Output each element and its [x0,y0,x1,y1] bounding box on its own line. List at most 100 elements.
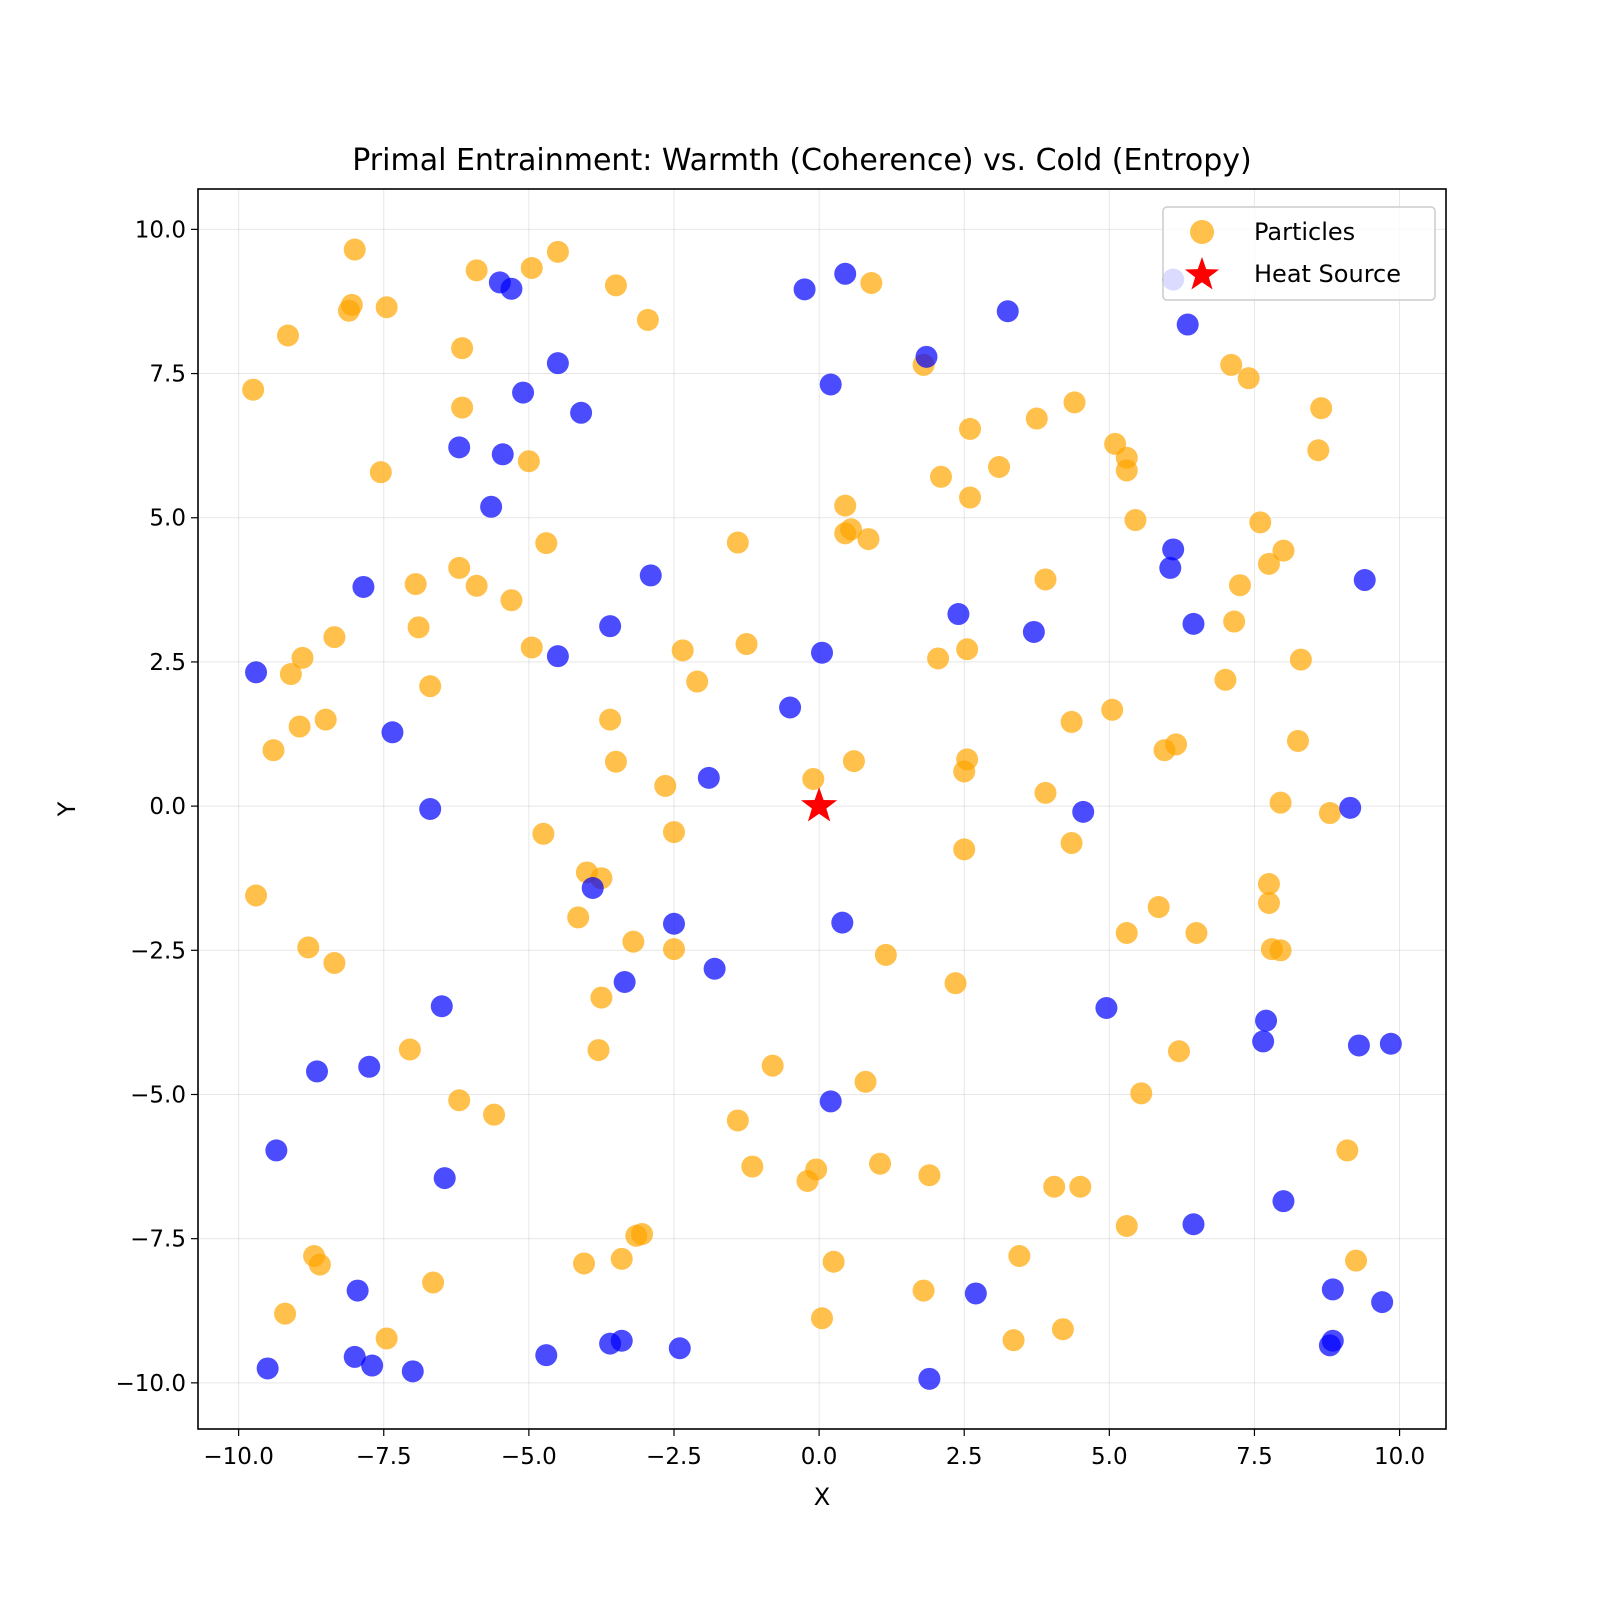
particle-point [604,274,627,297]
axes-frame [197,188,1447,1430]
cold-particle-point [1371,1291,1394,1314]
cold-particle-point [381,721,404,744]
particle-point [1257,552,1280,575]
cold-particle-point [1252,1030,1275,1053]
particle-point [1043,1175,1066,1198]
particle-point [1025,407,1048,430]
particle-point [1008,1244,1031,1267]
cold-particle-point [491,443,514,466]
cold-particle-point [448,436,471,459]
particle-point [1002,1329,1025,1352]
particle-point [369,461,392,484]
cold-particle-point [834,262,857,285]
particle-point [422,1271,445,1294]
particle-point [288,715,311,738]
cold-particle-point [245,661,268,684]
cold-particle-point [613,971,636,994]
cold-particle-point [1162,538,1185,561]
particle-point [1310,397,1333,420]
particle-point [1345,1249,1368,1272]
y-tick-label: −7.5 [130,1227,186,1253]
particle-point [567,906,590,929]
particle-point [483,1103,506,1126]
particle-point [604,750,627,773]
particle-point [1069,1175,1092,1198]
cold-particle-point [639,564,662,587]
particle-point [636,308,659,331]
particle-point [1220,353,1243,376]
particle-point [741,1155,764,1178]
particle-point [726,531,749,554]
particle-point [343,238,366,261]
particle-point [404,573,427,596]
particle-point [1214,668,1237,691]
particle-point [274,1302,297,1325]
particle-point [451,337,474,360]
particle-point [761,1054,784,1077]
x-tick-label: −7.5 [356,1444,412,1470]
legend-heat-source-label: Heat Source [1254,260,1401,288]
cold-particle-point [1347,1034,1370,1057]
particle-point [1336,1139,1359,1162]
particle-point [686,670,709,693]
particle-point [535,532,558,555]
particle-point [802,768,825,791]
cold-particle-point [1182,1213,1205,1236]
particle-point [1185,922,1208,944]
y-axis-label: Y [53,801,81,817]
cold-particle-point [500,277,523,300]
cold-particle-point [1255,1009,1278,1032]
particle-point [811,1307,833,1330]
particle-point [520,257,543,280]
particle-point [262,739,285,762]
cold-particle-point [1339,796,1362,819]
particle-point [822,1250,845,1273]
cold-particle-point [265,1139,288,1162]
particle-point [323,626,346,649]
particle-point [1165,733,1188,756]
particle-point [944,972,967,995]
particle-point [1147,896,1170,919]
particle-point [1289,648,1312,671]
particle-point [1115,459,1138,482]
particle-point [1272,539,1295,562]
particle-point [1063,391,1086,414]
particle-point [407,616,430,639]
cold-particle-point [1379,1032,1402,1055]
particle-point [1060,710,1083,733]
cold-particle-point [819,373,842,396]
particle-point [842,750,865,773]
particle-point [631,1223,654,1246]
x-tick-label: 5.0 [1091,1444,1128,1470]
particle-point [1318,802,1341,825]
particle-point [1115,1214,1138,1237]
particle-point [1237,367,1260,390]
particle-point [276,324,299,347]
cold-particle-point [1159,556,1182,579]
particle-point [1124,509,1147,532]
particle-point [1269,939,1292,962]
cold-particle-point [811,641,833,664]
cold-particle-point [535,1344,558,1367]
particle-point [1130,1082,1153,1105]
particle-point [953,838,976,861]
particle-point [953,760,976,783]
particle-point [1034,568,1057,591]
cold-particle-point [668,1337,691,1360]
chart-title: Primal Entrainment: Warmth (Coherence) v… [352,143,1252,178]
particle-point [448,556,471,579]
particle-point [1269,791,1292,814]
particle-point [834,494,857,517]
particle-point [465,259,488,282]
particle-point [654,774,677,797]
legend: Particles Heat Source [1162,206,1436,301]
particle-point [465,574,488,597]
particle-point [448,1089,471,1112]
particle-point [517,450,540,473]
particle-point [573,1252,596,1275]
particle-point [1115,922,1138,944]
particle-point [622,930,645,953]
cold-particle-point [779,696,802,719]
cold-particle-point [1176,313,1199,336]
x-tick-label: −5.0 [501,1444,557,1470]
